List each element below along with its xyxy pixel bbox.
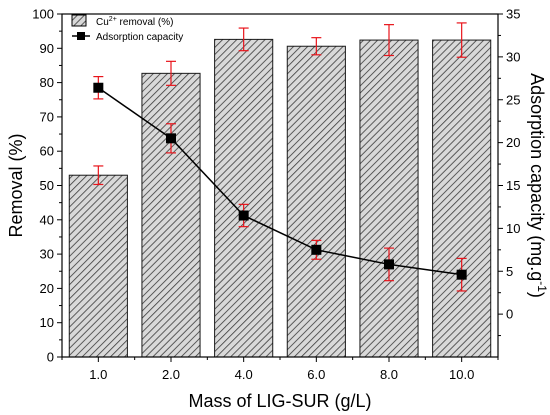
legend-swatch-adsorption-marker: [77, 32, 85, 40]
adsorption-capacity-line: [97, 87, 462, 276]
legend-label-adsorption: Adsorption capacity: [96, 32, 183, 43]
x-axis-title: Mass of LIG-SUR (g/L): [188, 391, 371, 411]
y2-tick-label-30: 30: [506, 49, 520, 64]
y-tick-label-40: 40: [40, 212, 54, 227]
legend-removal-prefix: Cu: [96, 17, 109, 28]
y2-tick-label-0: 0: [506, 307, 513, 322]
x-tick-label-2.0: 2.0: [162, 367, 180, 382]
y-tick-label-80: 80: [40, 75, 54, 90]
y2-axis-title-sup: -1: [535, 281, 549, 292]
line-point-8.0: [384, 259, 394, 270]
line-layer: [93, 75, 467, 292]
y2-axis-title-main: Adsorption capacity (mg.g: [527, 73, 547, 281]
x-tick-label-4.0: 4.0: [235, 367, 253, 382]
bar-2.0: [141, 72, 201, 358]
line-point-4.0: [238, 210, 249, 221]
legend-swatch-removal: [71, 14, 87, 27]
y-tick-label-60: 60: [40, 144, 54, 159]
line-point-1.0: [93, 82, 104, 93]
x-tick-label-6.0: 6.0: [307, 367, 325, 382]
y2-tick-label-5: 5: [506, 264, 513, 279]
y-axis-title: Removal (%): [6, 133, 26, 237]
y2-axis-title-close: ): [527, 292, 547, 298]
bar-4.0: [214, 38, 274, 358]
y2-tick-label-10: 10: [506, 221, 520, 236]
y-tick-label-90: 90: [40, 41, 54, 56]
axes-layer: 0 10 20 30 40 50 60 70 80 90 100 0 5 10 15 20 25 30 35 1.0 2…: [32, 7, 520, 383]
y2-axis-title: Adsorption capacity (mg.g-1): [527, 73, 549, 298]
y-tick-label-20: 20: [40, 281, 54, 296]
legend-removal-sup: 2+: [109, 16, 117, 23]
y-tick-label-10: 10: [40, 315, 54, 330]
y2-tick-label-35: 35: [506, 7, 520, 22]
y2-tick-label-15: 15: [506, 178, 520, 193]
legend: Cu2+ removal (%) Adsorption capacity: [71, 14, 183, 43]
y-tick-label-0: 0: [47, 350, 54, 365]
bar-6.0: [286, 45, 346, 358]
y-tick-label-100: 100: [32, 7, 54, 22]
line-point-2.0: [166, 133, 176, 144]
legend-label-removal: Cu2+ removal (%): [96, 16, 173, 28]
legend-removal-suffix: removal (%): [117, 17, 174, 28]
bar-8.0: [359, 39, 419, 358]
x-tick-label-8.0: 8.0: [380, 367, 398, 382]
bar-10.0: [432, 39, 492, 358]
bars-layer: [68, 22, 492, 358]
y2-tick-label-25: 25: [506, 92, 520, 107]
y-tick-label-70: 70: [40, 109, 54, 124]
x-tick-label-1.0: 1.0: [89, 367, 107, 382]
y2-tick-label-20: 20: [506, 135, 520, 150]
y-tick-label-30: 30: [40, 247, 54, 262]
line-point-10.0: [456, 269, 467, 280]
x-tick-label-10.0: 10.0: [449, 367, 474, 382]
line-point-6.0: [311, 244, 322, 255]
y-tick-label-50: 50: [40, 178, 54, 193]
bar-1.0: [68, 174, 128, 358]
